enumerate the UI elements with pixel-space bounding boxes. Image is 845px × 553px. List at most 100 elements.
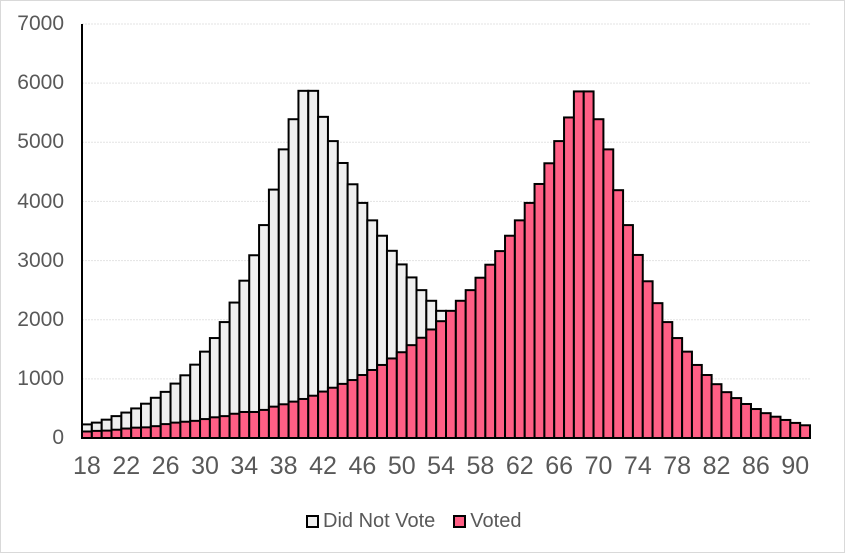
bar[interactable]: [523, 201, 536, 439]
bar[interactable]: [317, 115, 329, 439]
bar[interactable]: [690, 363, 703, 439]
bar[interactable]: [425, 328, 438, 439]
bar[interactable]: [100, 429, 113, 439]
bar[interactable]: [789, 421, 802, 440]
bar[interactable]: [110, 428, 123, 440]
x-tick-label: 50: [387, 452, 416, 480]
bar[interactable]: [287, 400, 300, 440]
bar[interactable]: [681, 350, 693, 439]
bar[interactable]: [120, 427, 133, 440]
legend-item-did-not-vote[interactable]: Did Not Vote: [306, 510, 435, 533]
bar[interactable]: [631, 253, 644, 439]
bar[interactable]: [248, 254, 261, 439]
bar[interactable]: [445, 309, 457, 439]
bar[interactable]: [130, 426, 143, 439]
bar[interactable]: [671, 337, 684, 439]
y-tick-label: 3000: [17, 249, 64, 272]
bar[interactable]: [159, 423, 172, 440]
legend: Did Not Vote Voted: [306, 508, 539, 534]
bar[interactable]: [297, 397, 310, 439]
bar[interactable]: [317, 390, 329, 440]
bar[interactable]: [494, 250, 507, 439]
bar[interactable]: [454, 299, 467, 440]
bar[interactable]: [641, 280, 654, 439]
bar[interactable]: [464, 289, 477, 440]
bar[interactable]: [513, 219, 526, 439]
bar[interactable]: [612, 189, 625, 439]
bar[interactable]: [189, 419, 202, 440]
bar[interactable]: [258, 224, 270, 439]
bar[interactable]: [179, 420, 192, 439]
bar[interactable]: [582, 90, 595, 439]
bar[interactable]: [258, 408, 270, 440]
bar[interactable]: [779, 418, 792, 439]
legend-label: Voted: [470, 509, 522, 532]
bar[interactable]: [326, 386, 339, 440]
bar[interactable]: [208, 416, 221, 439]
bar[interactable]: [287, 118, 300, 439]
bar[interactable]: [277, 403, 290, 440]
bar[interactable]: [602, 148, 615, 439]
bar[interactable]: [563, 116, 575, 439]
x-tick-label: 46: [348, 452, 377, 480]
bar[interactable]: [307, 394, 320, 439]
bar[interactable]: [710, 383, 723, 439]
bar[interactable]: [769, 415, 782, 439]
bar[interactable]: [248, 410, 261, 440]
bar[interactable]: [651, 302, 664, 439]
bar[interactable]: [238, 410, 251, 440]
bar[interactable]: [149, 425, 162, 440]
bar[interactable]: [385, 357, 398, 440]
bar[interactable]: [592, 118, 605, 439]
bar[interactable]: [572, 90, 585, 439]
bar[interactable]: [720, 391, 733, 440]
x-tick-label: 86: [741, 452, 770, 480]
bar[interactable]: [267, 405, 280, 439]
bar[interactable]: [749, 408, 762, 439]
bar[interactable]: [474, 276, 487, 439]
bar[interactable]: [336, 382, 349, 440]
bar[interactable]: [484, 263, 497, 439]
bar[interactable]: [366, 368, 379, 439]
bar[interactable]: [553, 140, 566, 439]
x-tick-label: 90: [781, 452, 810, 480]
bar[interactable]: [799, 424, 811, 439]
bar[interactable]: [356, 374, 369, 440]
bar[interactable]: [376, 363, 388, 439]
y-tick-label: 7000: [17, 12, 64, 35]
legend-item-voted[interactable]: Voted: [453, 510, 521, 533]
bar[interactable]: [415, 336, 428, 439]
x-tick-label: 82: [702, 452, 731, 480]
bar[interactable]: [730, 397, 743, 439]
x-tick-label: 34: [230, 452, 259, 480]
y-tick-label: 2000: [17, 308, 64, 331]
bar[interactable]: [267, 188, 280, 439]
bar[interactable]: [228, 412, 241, 439]
bar[interactable]: [140, 426, 152, 440]
bar[interactable]: [307, 89, 320, 440]
bar[interactable]: [622, 224, 634, 439]
bar[interactable]: [504, 234, 516, 439]
bar[interactable]: [199, 418, 211, 440]
bar[interactable]: [543, 162, 556, 439]
bar[interactable]: [346, 379, 359, 440]
bar[interactable]: [405, 344, 418, 439]
y-tick-label: 4000: [17, 190, 64, 213]
bar[interactable]: [218, 415, 231, 439]
bar[interactable]: [297, 89, 310, 440]
bar[interactable]: [435, 320, 448, 439]
bar[interactable]: [169, 421, 182, 439]
x-tick-label: 38: [269, 452, 298, 480]
bar[interactable]: [90, 429, 103, 439]
bar[interactable]: [700, 374, 713, 440]
bar[interactable]: [740, 402, 752, 439]
bar[interactable]: [277, 148, 290, 439]
bar[interactable]: [533, 182, 546, 439]
bar[interactable]: [759, 412, 772, 440]
bar[interactable]: [661, 321, 674, 439]
y-tick-label: 1000: [17, 367, 64, 390]
bar[interactable]: [395, 351, 408, 439]
x-tick-label: 42: [309, 452, 337, 480]
